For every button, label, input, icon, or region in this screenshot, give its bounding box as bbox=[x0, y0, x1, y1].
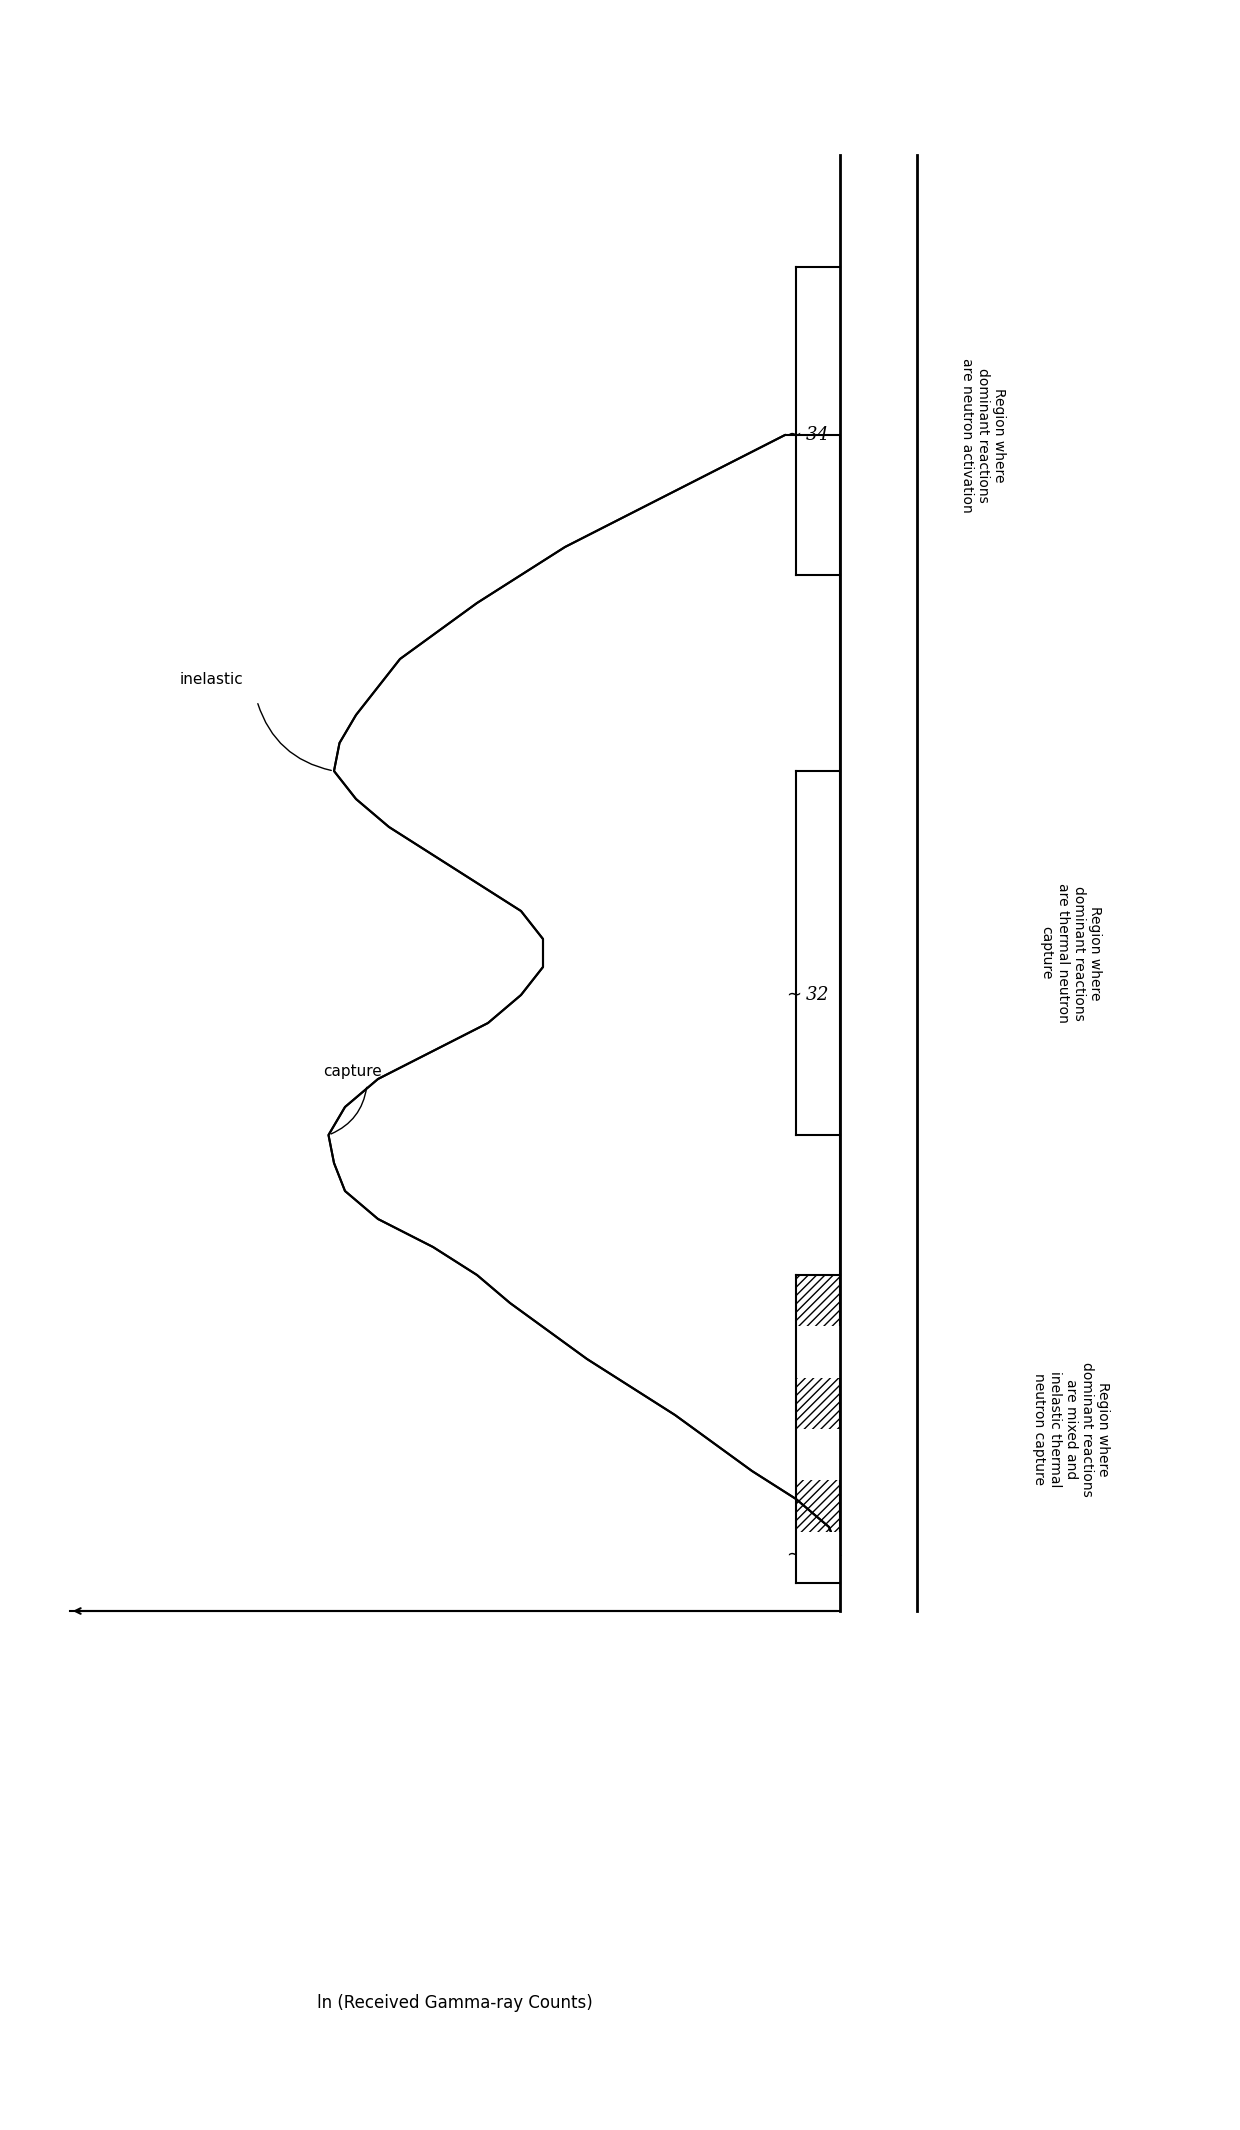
Text: Region where
dominant reactions
are thermal neutron
capture: Region where dominant reactions are ther… bbox=[1039, 884, 1102, 1022]
Text: Region where
dominant reactions
are neutron activation: Region where dominant reactions are neut… bbox=[960, 358, 1006, 513]
Text: capture: capture bbox=[322, 1065, 382, 1080]
Bar bbox=[796, 1327, 839, 1378]
Text: $\sim$34: $\sim$34 bbox=[784, 426, 830, 443]
Bar bbox=[796, 1429, 839, 1480]
Bar bbox=[796, 1276, 839, 1583]
Text: $\sim$32: $\sim$32 bbox=[782, 986, 830, 1003]
Text: $\sim$30: $\sim$30 bbox=[782, 1546, 830, 1563]
Text: Region where
dominant reactions
are mixed and
inelastic thermal
neutron capture: Region where dominant reactions are mixe… bbox=[1032, 1361, 1110, 1497]
Text: inelastic: inelastic bbox=[180, 671, 244, 688]
Text: ln (Received Gamma-ray Counts): ln (Received Gamma-ray Counts) bbox=[317, 1994, 593, 2013]
Bar bbox=[796, 1531, 839, 1583]
Polygon shape bbox=[329, 435, 839, 1555]
